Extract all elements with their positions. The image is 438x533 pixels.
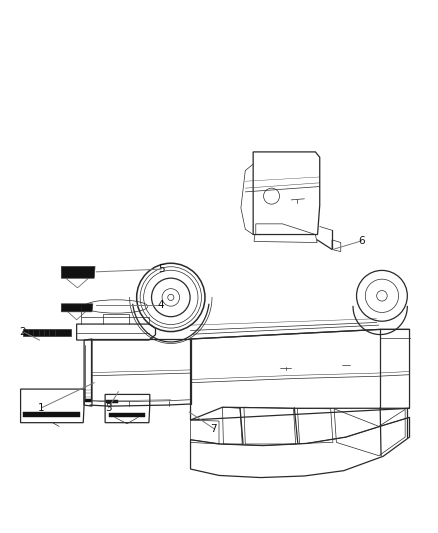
Text: 2: 2 <box>19 327 26 336</box>
Text: 1: 1 <box>38 403 45 413</box>
Polygon shape <box>23 412 80 417</box>
Text: 7: 7 <box>210 424 217 433</box>
Polygon shape <box>109 413 145 417</box>
Text: 4: 4 <box>158 301 165 310</box>
Text: 5: 5 <box>158 264 165 274</box>
Text: 3: 3 <box>105 403 112 413</box>
Polygon shape <box>61 266 95 278</box>
Text: 6: 6 <box>358 236 365 246</box>
Polygon shape <box>106 400 118 403</box>
Polygon shape <box>23 329 71 336</box>
Polygon shape <box>85 399 91 402</box>
Polygon shape <box>61 304 93 312</box>
